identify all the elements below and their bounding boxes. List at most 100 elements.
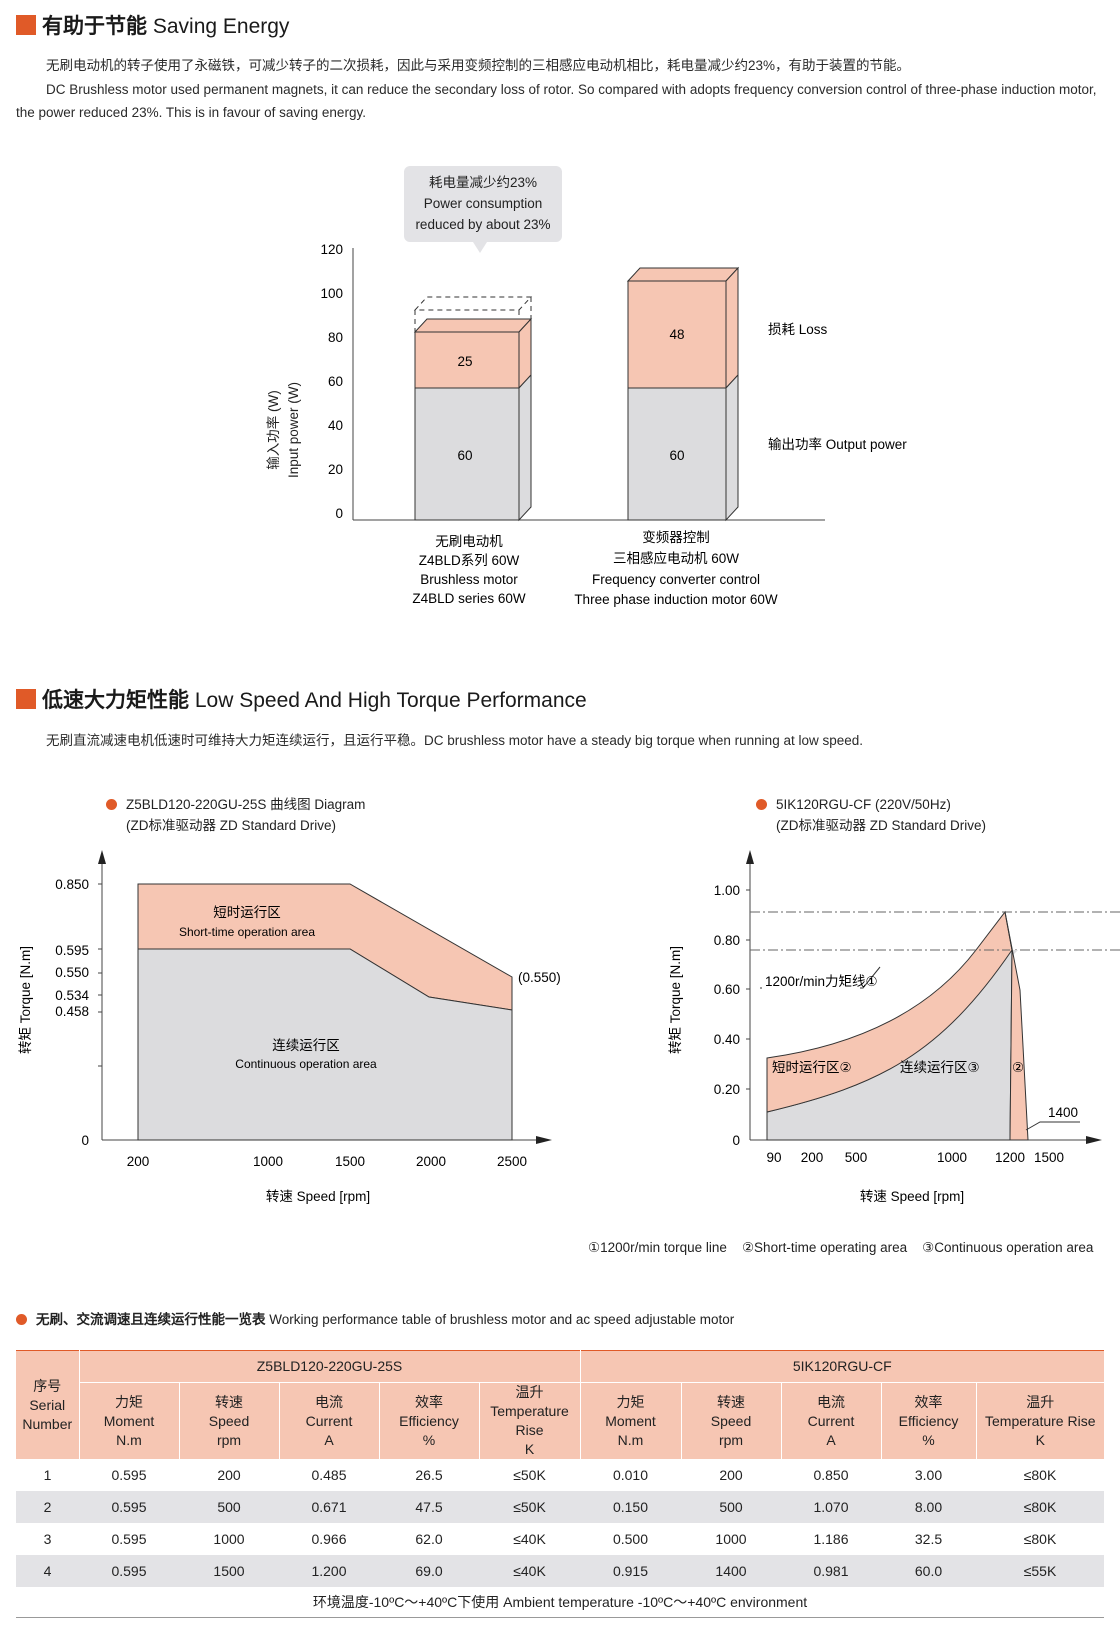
bar2-label-line4: Three phase induction motor 60W: [574, 592, 778, 607]
label-1400: 1400: [1048, 1105, 1078, 1120]
cell: 0.595: [79, 1555, 179, 1587]
col-speed: 转速 Speed rpm: [179, 1382, 280, 1459]
y-arrow-icon: [746, 850, 754, 864]
continuous-area: [137, 948, 513, 1141]
x-arrow-icon: [1086, 1136, 1102, 1144]
bar1-top: [413, 318, 533, 333]
table-row: 4 0.595 1500 1.200 69.0 ≤40K 0.915 1400 0.981 60.…: [16, 1555, 1104, 1587]
torque-chart-5ik120: 转矩 Torque [N.m] 1200r/min力矩线① 短时运行区② 连续运…: [668, 850, 1120, 1204]
bar2-label-line1: 变频器控制: [642, 530, 710, 545]
cell: 0.595: [111, 1467, 147, 1483]
group2-header: 5IK120RGU-CF: [580, 1350, 1104, 1383]
saving-energy-paragraph-cn: 无刷电动机的转子使用了永磁铁，可减少转子的二次损耗，因此与采用变频控制的三相感应…: [46, 58, 911, 73]
section-title: 有助于节能 Saving Energy: [42, 15, 290, 38]
y-tick: 0.40: [714, 1032, 740, 1047]
cont-area-label: 连续运行区③: [900, 1060, 980, 1075]
chart2-head: 5IK120RGU-CF (220V/50Hz) (ZD标准驱动器 ZD Stan…: [756, 794, 986, 836]
cell: ≤55K: [976, 1555, 1104, 1587]
chart2-head-line2: (ZD标准驱动器 ZD Standard Drive): [776, 818, 987, 833]
y-tick: 0.458: [55, 1004, 89, 1019]
col-current: 电流 Current A: [279, 1382, 380, 1459]
table-note-row: 环境温度-10ºC～+40ºC下使用 Ambient temperature -…: [16, 1587, 1104, 1618]
torque-line-label: 1200r/min力矩线①: [765, 974, 878, 989]
short-area-label-en: Short-time operation area: [179, 925, 315, 939]
bullet-dot: [16, 1314, 27, 1325]
short-time-area-right: [1004, 911, 1029, 1141]
short-area-label-right: ②: [1012, 1060, 1024, 1075]
cell: ≤40K: [513, 1531, 546, 1547]
col-temp-rise: 温升 Temperature Rise K: [479, 1382, 581, 1459]
cell: 0.981: [781, 1555, 881, 1587]
end-torque-label: (0.550): [518, 970, 561, 985]
cell: 0.915: [580, 1555, 681, 1587]
x-axis-label: 转速 Speed [rpm]: [266, 1189, 370, 1204]
chart2-head-line1: 5IK120RGU-CF (220V/50Hz): [776, 797, 951, 812]
callout-line2: Power consumption: [424, 196, 543, 211]
cell: 200: [719, 1467, 743, 1483]
y-tick: 0.20: [714, 1082, 740, 1097]
col-moment: 力矩 Moment N.m: [79, 1382, 180, 1459]
chart1-head-line2: (ZD标准驱动器 ZD Standard Drive): [126, 818, 337, 833]
torque-chart-z5bld: 转矩 Torque [N.m] 短时运行区 Short-time operati…: [18, 850, 561, 1204]
leader-1400: [1025, 1121, 1080, 1131]
bar2-label-line3: Frequency converter control: [592, 572, 760, 587]
x-arrow-icon: [536, 1136, 552, 1144]
callout-box: [404, 166, 562, 242]
cell: 1.070: [781, 1491, 881, 1523]
table-row: 1 0.595 200 0.485 26.5 ≤50K 0.010 200 0.850 3.00 ≤…: [16, 1459, 1104, 1491]
y-ticks: 120 100 80 60 40 20 0: [320, 242, 343, 521]
cell: 0.671: [279, 1491, 379, 1523]
x-tick: 1500: [335, 1154, 365, 1169]
cell: 1.186: [813, 1531, 849, 1547]
col-moment: 力矩 Moment N.m: [580, 1382, 682, 1459]
cell: 60.0: [881, 1555, 976, 1587]
bar1-loss-value: 25: [457, 354, 472, 369]
cell: 1400: [681, 1555, 781, 1587]
y-tick: 120: [320, 242, 343, 257]
bar-induction: 48 60: [626, 266, 740, 522]
col-current: 电流 Current A: [781, 1382, 882, 1459]
cell: ≤80K: [1023, 1467, 1057, 1483]
legend-loss: 损耗 Loss: [768, 322, 828, 337]
low-speed-paragraph: 无刷直流减速电机低速时可维持大力矩连续运行，且运行平稳。DC brushless…: [46, 733, 863, 748]
short-area-label: 短时运行区②: [772, 1060, 852, 1075]
bar2-label-line2: 三相感应电动机 60W: [613, 550, 739, 566]
cell: 0.966: [311, 1531, 347, 1547]
y-tick: 1.00: [714, 883, 740, 898]
cell: 47.5: [379, 1491, 479, 1523]
table-column-header: 力矩 Moment N.m 转速 Speed rpm 电流 Current A 效率 Effi…: [16, 1382, 1104, 1459]
y-tick: 0: [732, 1133, 740, 1148]
cell: 1: [43, 1467, 52, 1483]
bar1-output-value: 60: [457, 448, 472, 463]
table-group-header: 序号 Serial Number Z5BLD120-220GU-25S 5IK120…: [16, 1350, 1104, 1459]
cell: 3.00: [914, 1467, 943, 1483]
y-axis-label: 转矩 Torque [N.m]: [18, 946, 33, 1054]
cell: 0.595: [79, 1491, 179, 1523]
cell: 26.5: [415, 1467, 443, 1483]
callout-line3: reduced by about 23%: [415, 217, 550, 232]
cell: 0.010: [612, 1467, 649, 1483]
legend-item-1: ①1200r/min torque line: [588, 1240, 727, 1255]
cont-area-label-cn: 连续运行区: [272, 1038, 340, 1053]
y-tick: 0.595: [55, 943, 89, 958]
cell: 0.850: [813, 1467, 849, 1483]
bar2-side-output: [725, 373, 739, 522]
x-tick: 1000: [937, 1150, 967, 1165]
cell: 32.5: [914, 1531, 943, 1547]
x-tick: 1500: [1034, 1150, 1064, 1165]
y-arrow-icon: [98, 850, 106, 864]
y-tick: 20: [328, 462, 343, 477]
y-axis-label: 转矩 Torque [N.m]: [668, 946, 683, 1054]
serial-header: 序号 Serial Number: [16, 1350, 80, 1459]
cell: 1500: [179, 1555, 279, 1587]
saving-energy-paragraph-en: DC Brushless motor used permanent magnet…: [16, 82, 1097, 120]
col-efficiency: 效率 Efficiency%: [379, 1382, 480, 1459]
bar2-loss-value: 48: [669, 327, 684, 342]
y-tick: 0.550: [55, 965, 89, 980]
y-tick: 0.60: [714, 982, 740, 997]
section-title: 低速大力矩性能 Low Speed And High Torque Perfor…: [42, 689, 587, 712]
table-section-head: 无刷、交流调速且连续运行性能一览表 Working performance ta…: [16, 1309, 734, 1330]
x-tick: 90: [766, 1150, 781, 1165]
cell: 1000: [715, 1531, 747, 1547]
bar2-output-value: 60: [669, 448, 684, 463]
